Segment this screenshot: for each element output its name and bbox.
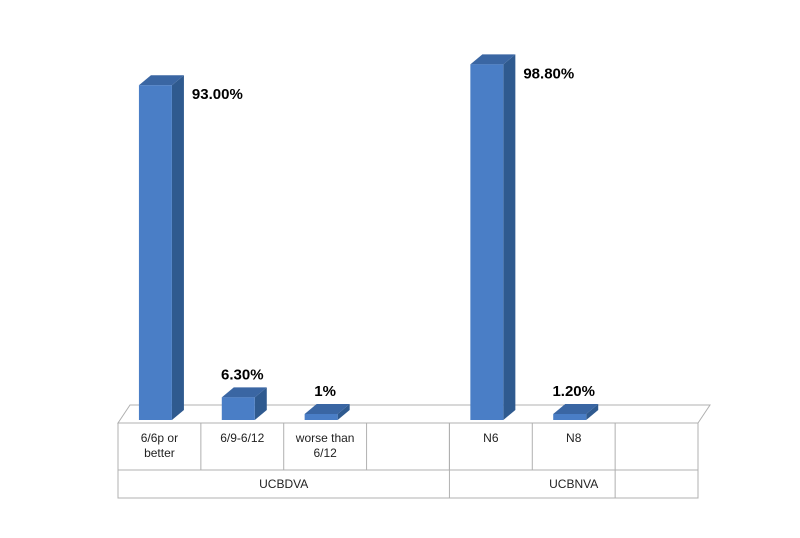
bar	[553, 404, 599, 420]
data-label: 6.30%	[221, 366, 264, 383]
category-label: N8	[566, 431, 582, 445]
data-label: 1%	[314, 383, 336, 400]
data-labels: 93.00% 6.30% 1% 98.80% 1.20%	[192, 65, 595, 400]
category-label: 6/9-6/12	[220, 431, 264, 445]
bar-front	[470, 64, 504, 420]
category-axis: 6/6p or better 6/9-6/12 worse than 6/12 N6 N8 U…	[141, 431, 599, 491]
bar-side	[586, 404, 599, 420]
data-label: 93.00%	[192, 86, 243, 103]
bar-top	[470, 54, 516, 65]
group-label: UCBNVA	[549, 477, 598, 491]
bar-front	[553, 414, 587, 420]
bars	[138, 54, 599, 420]
category-label-line: better	[144, 446, 175, 460]
category-label: 6/6p or better	[141, 431, 178, 460]
chart-frame	[117, 404, 711, 499]
data-label: 1.20%	[552, 383, 595, 400]
category-label: N6	[483, 431, 499, 445]
category-label-line: 6/9-6/12	[220, 431, 264, 445]
category-table-border	[117, 422, 699, 499]
bar	[470, 54, 516, 420]
group-label: UCBDVA	[259, 477, 308, 491]
bar-side	[337, 404, 350, 420]
bar-top	[221, 387, 267, 398]
bar-front	[138, 85, 172, 420]
category-label-line: N8	[566, 431, 582, 445]
bar-front	[221, 397, 255, 420]
bar	[221, 387, 267, 420]
bar-side	[503, 54, 516, 420]
bar	[304, 404, 350, 420]
category-label-line: N6	[483, 431, 499, 445]
chart-floor	[117, 404, 711, 424]
category-label-line: 6/12	[313, 446, 337, 460]
bar-top	[553, 404, 599, 414]
bar-top	[138, 75, 184, 86]
bar-front	[304, 414, 338, 420]
data-label: 98.80%	[523, 65, 574, 82]
bar-side	[254, 387, 267, 420]
category-label: worse than 6/12	[295, 431, 355, 460]
bar	[138, 75, 184, 420]
category-label-line: worse than	[295, 431, 355, 445]
bar-side	[171, 75, 184, 420]
bar-top	[304, 404, 350, 414]
category-label-line: 6/6p or	[141, 431, 178, 445]
